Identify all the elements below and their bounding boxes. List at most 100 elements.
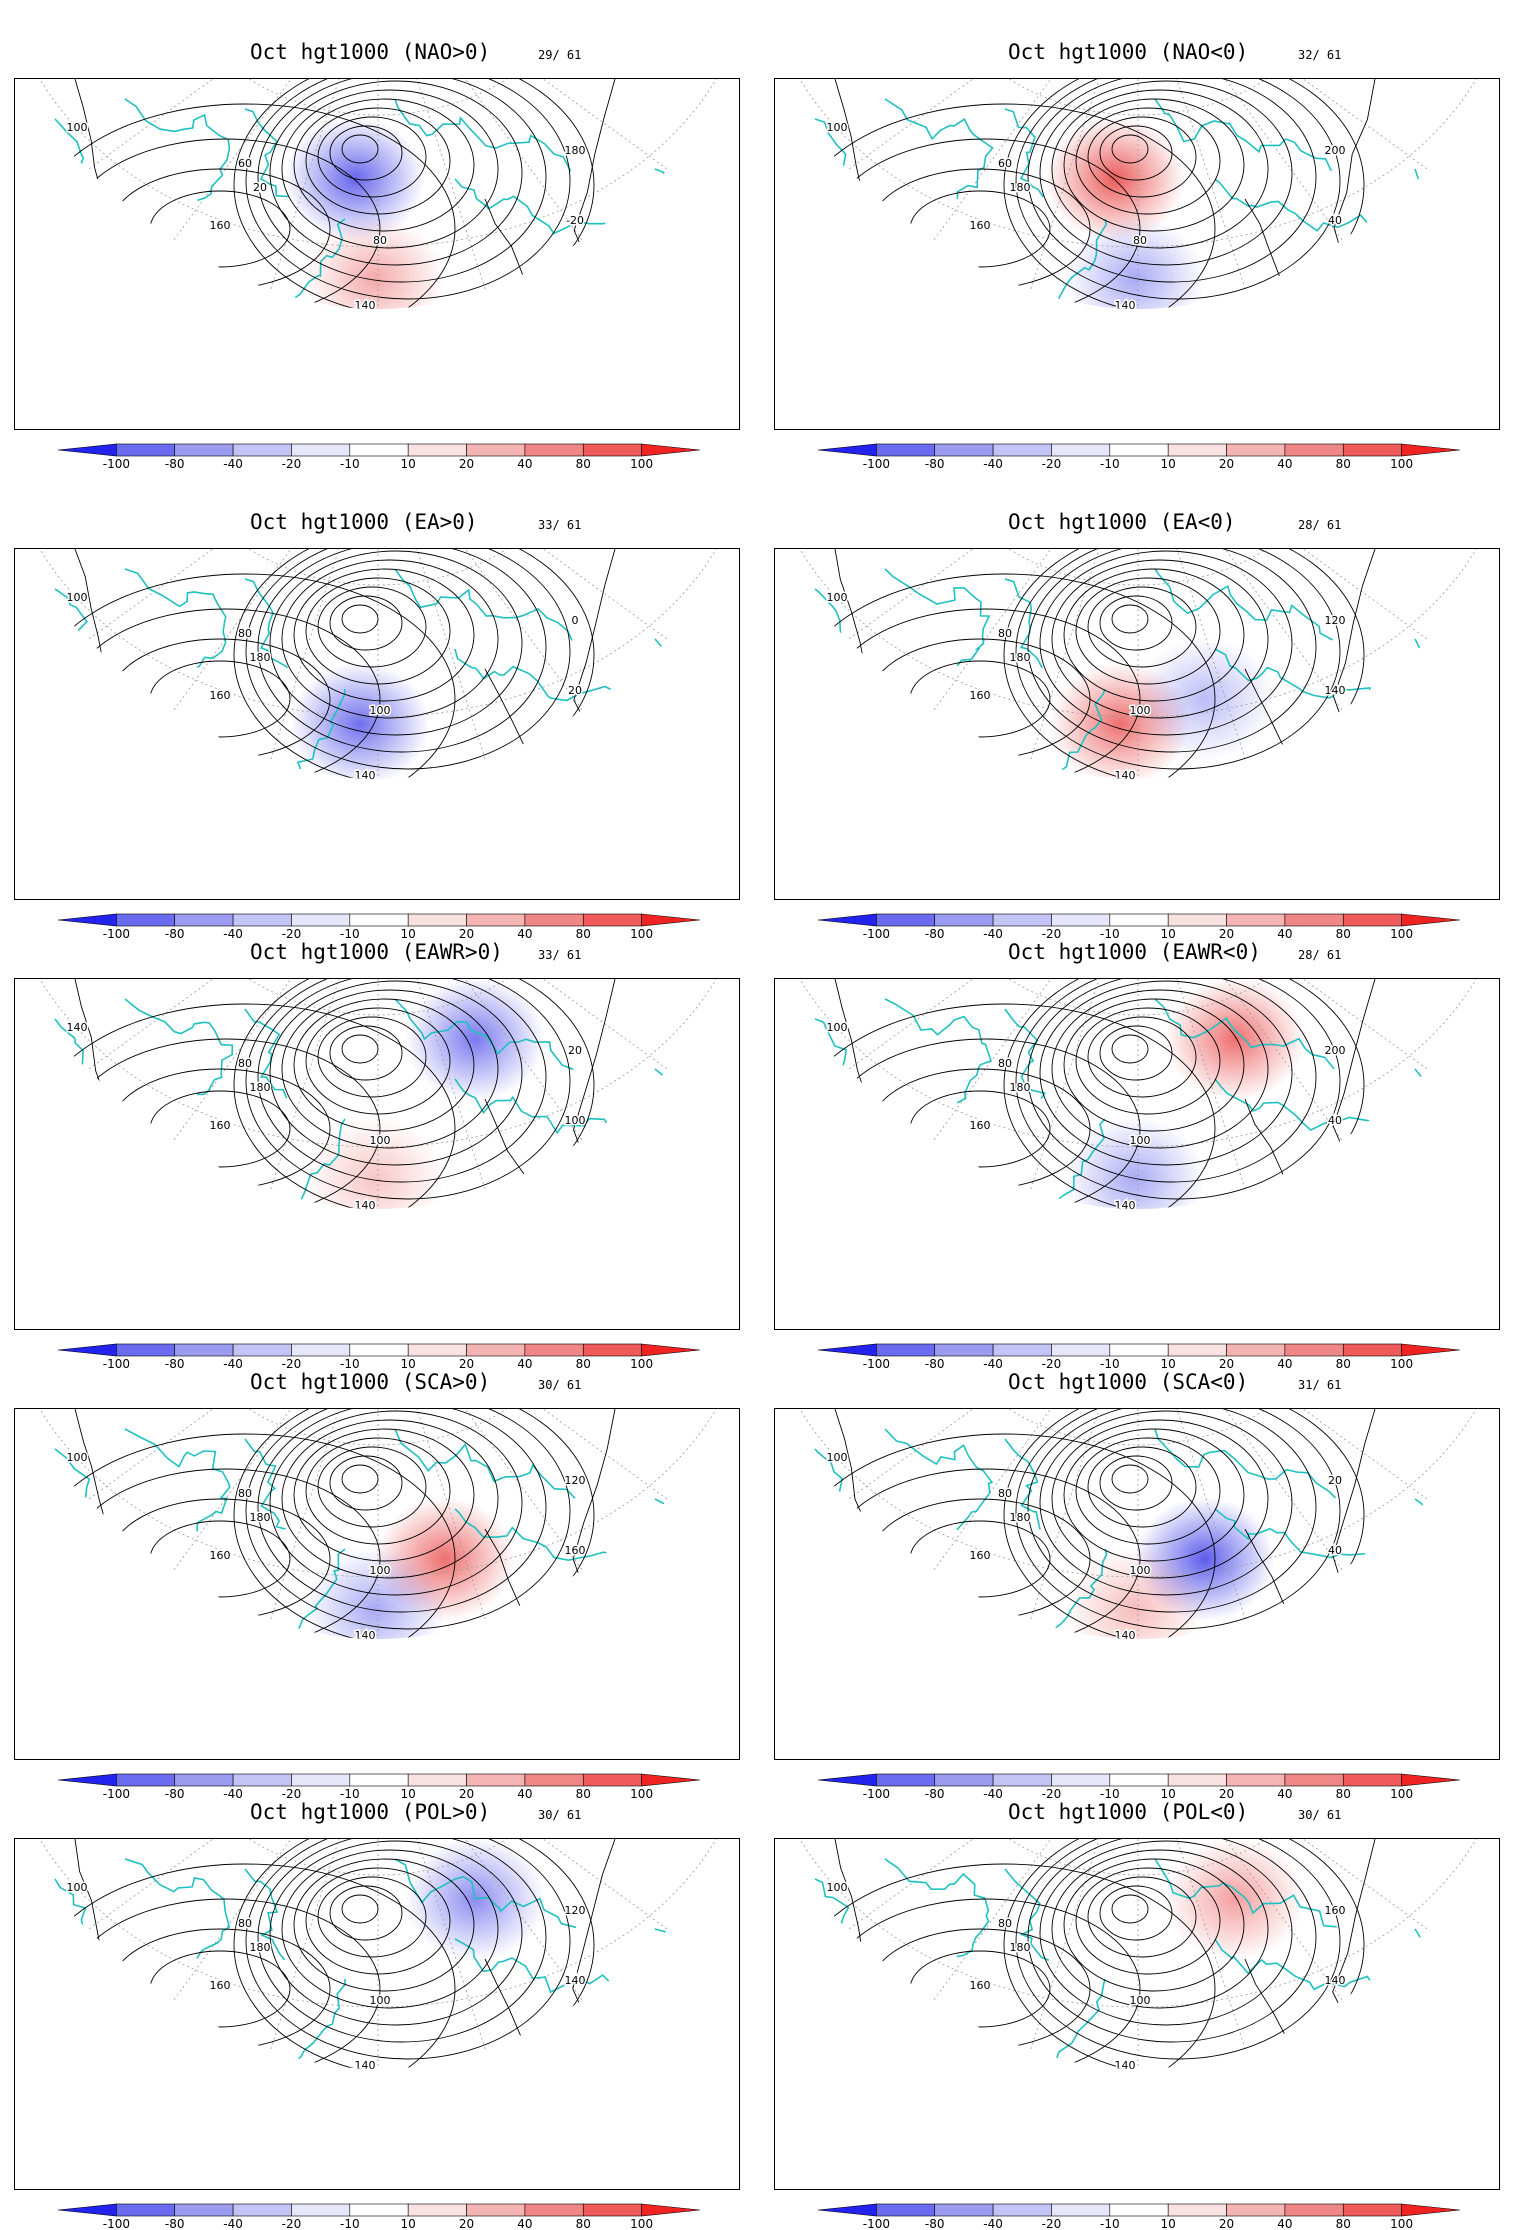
latitude-circle	[15, 1839, 739, 2069]
colorbar-label: -20	[282, 1357, 302, 1370]
coastline	[1154, 568, 1334, 641]
height-contour	[1099, 595, 1173, 651]
coastline	[1414, 168, 1489, 228]
height-contour	[1244, 1958, 1296, 2069]
height-contour	[1039, 1840, 1293, 2026]
height-contour	[257, 1409, 547, 1613]
coastline	[1075, 1221, 1263, 1246]
colorbar-box	[291, 443, 351, 457]
colorbar-box	[1342, 443, 1402, 457]
coastline	[814, 1878, 888, 2069]
latitude-circle	[775, 549, 1499, 718]
contour-label: 100	[827, 1021, 848, 1034]
colorbar-box	[1051, 443, 1111, 457]
coastline	[1334, 268, 1374, 309]
contour-label: 100	[370, 1994, 391, 2007]
height-contour	[269, 550, 523, 736]
coastline	[654, 638, 724, 700]
colorbar-label: 20	[1219, 927, 1234, 940]
coastline	[884, 98, 994, 199]
coastline	[1075, 793, 1265, 821]
coastline	[315, 1652, 502, 1682]
contour-label: 180	[1010, 651, 1031, 664]
contour-label: 140	[355, 769, 376, 782]
height-contour	[834, 79, 975, 309]
colorbar-label: 40	[1277, 927, 1292, 940]
colorbar-label: -100	[103, 2217, 130, 2230]
colorbar-arrow-high	[1401, 2203, 1461, 2217]
contour-label: 100	[827, 121, 848, 134]
contour-label: 100	[67, 1881, 88, 1894]
colorbar-box	[407, 443, 467, 457]
coastline	[1334, 1168, 1375, 1209]
contour-label: 40	[1328, 1114, 1342, 1127]
height-contour	[834, 1409, 975, 1639]
colorbar-label: -100	[103, 1357, 130, 1370]
coastline	[54, 588, 122, 779]
colorbar-label: -10	[340, 457, 360, 470]
colorbar-box	[1226, 2203, 1286, 2217]
contour-label: 100	[67, 1451, 88, 1464]
map-frame: 100 160 140 120 180 80 100 0 20 40	[14, 548, 740, 900]
colorbar-label: 80	[576, 1787, 591, 1800]
meridian-line	[186, 1409, 379, 1639]
contour-label: 60	[238, 157, 252, 170]
sample-count: 29/ 61	[538, 48, 582, 62]
colorbar: -100 -80 -40 -20 -10 10 20 40 80 100	[57, 443, 701, 470]
contour-label: 160	[565, 1544, 586, 1557]
meridian-line	[186, 1839, 379, 2069]
height-contour	[329, 1455, 403, 1511]
height-contour	[1332, 1409, 1413, 1639]
height-contour	[233, 1839, 595, 2069]
height-contour	[233, 1409, 595, 1639]
colorbar-arrow-high	[1401, 913, 1461, 927]
anomaly-shading	[305, 1117, 445, 1209]
colorbar-label: 80	[576, 1357, 591, 1370]
contour-label: 120	[290, 1719, 311, 1732]
hemisphere-map: 100 160 140 120 180 80 100 20 40 120	[775, 1409, 1499, 1639]
colorbar-label: 20	[1219, 2217, 1234, 2230]
height-contour	[1111, 1034, 1149, 1064]
height-contour	[233, 79, 595, 309]
colorbar-box	[582, 2203, 642, 2217]
height-contour	[329, 1025, 403, 1081]
colorbar-label: -40	[983, 927, 1003, 940]
coastline	[814, 118, 887, 309]
colorbar-label: 10	[401, 457, 416, 470]
colorbar: -100 -80 -40 -20 -10 10 20 40 80 100	[817, 2203, 1461, 2230]
contour-label: 120	[565, 1904, 586, 1917]
meridian-line	[946, 1839, 1139, 2069]
contour-label: 100	[565, 1114, 586, 1127]
contour-label: 100	[1130, 1994, 1151, 2007]
coastline	[394, 568, 573, 641]
height-contour	[341, 1464, 379, 1494]
sample-count: 30/ 61	[538, 1378, 582, 1392]
colorbar-label: 20	[459, 927, 474, 940]
height-contour	[1039, 980, 1293, 1166]
contour-label: 100	[370, 1564, 391, 1577]
coastline	[394, 98, 572, 172]
coastline	[574, 2028, 619, 2069]
height-contour	[1027, 549, 1317, 753]
height-contour	[572, 1839, 655, 2069]
colorbar-label: -100	[103, 1787, 130, 1800]
meridian-line	[377, 79, 570, 309]
coastline	[124, 568, 227, 669]
colorbar-label: 100	[630, 2217, 653, 2230]
contour-label: 80	[1133, 234, 1147, 247]
meridian-line	[946, 79, 1139, 309]
map-frame: 100 160 140 120 180 80 100 120 140 120	[774, 548, 1500, 900]
colorbar-label: 80	[576, 2217, 591, 2230]
contour-label: 180	[250, 651, 271, 664]
panel-title: Oct hgt1000 (EA>0)	[250, 510, 478, 534]
colorbar-label: -100	[103, 927, 130, 940]
latitude-circle	[15, 79, 739, 248]
contour-label: 160	[1325, 1904, 1346, 1917]
colorbar-label: 100	[630, 1357, 653, 1370]
contour-label: 160	[210, 1979, 231, 1992]
map-panel: Oct hgt1000 (EAWR>0) 33/ 61 140 160 140 120 18…	[0, 900, 760, 1370]
coastline	[1004, 578, 1043, 669]
coastline	[654, 168, 725, 234]
height-contour	[74, 1839, 217, 2069]
height-contour	[1003, 549, 1365, 779]
